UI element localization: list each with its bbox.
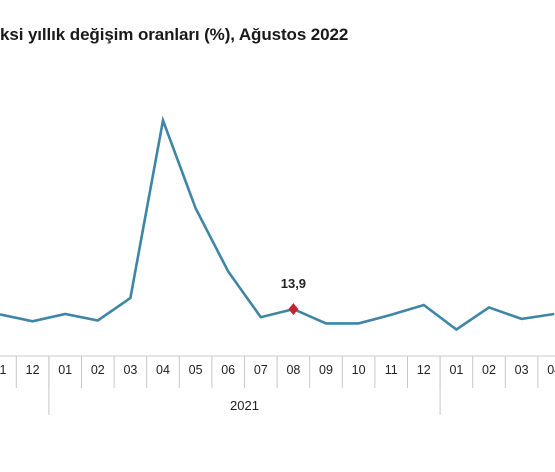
x-tick-label: 02	[91, 363, 105, 377]
x-tick-label: 04	[547, 363, 555, 377]
series-line	[0, 115, 555, 332]
x-tick-label: 01	[58, 363, 72, 377]
x-tick-label: 03	[515, 363, 529, 377]
x-tick-label: 11	[385, 363, 398, 377]
x-tick-label: 03	[123, 363, 137, 377]
x-tick-label: 02	[482, 363, 496, 377]
x-tick-label: 06	[221, 363, 235, 377]
highlight-marker	[288, 303, 299, 316]
x-tick-label: 05	[189, 363, 203, 377]
x-tick-label: 12	[26, 363, 40, 377]
plot-area: 13,9	[0, 115, 555, 332]
x-tick-label: 11	[0, 363, 7, 377]
year-label: 2021	[230, 398, 259, 413]
x-tick-label: 09	[319, 363, 333, 377]
x-tick-label: 10	[352, 363, 366, 377]
x-tick-label: 07	[254, 363, 268, 377]
data-label: 13,9	[281, 276, 306, 291]
x-tick-label: 04	[156, 363, 170, 377]
x-tick-label: 08	[286, 363, 300, 377]
chart-title: ksi yıllık değişim oranları (%), Ağustos…	[0, 25, 349, 44]
x-tick-label: 01	[449, 363, 463, 377]
x-tick-label: 12	[417, 363, 431, 377]
x-axis: 11 12 01 02 03 04 05 06 07 08 09 10 11 12 01 02 03 04 2021	[0, 355, 555, 415]
